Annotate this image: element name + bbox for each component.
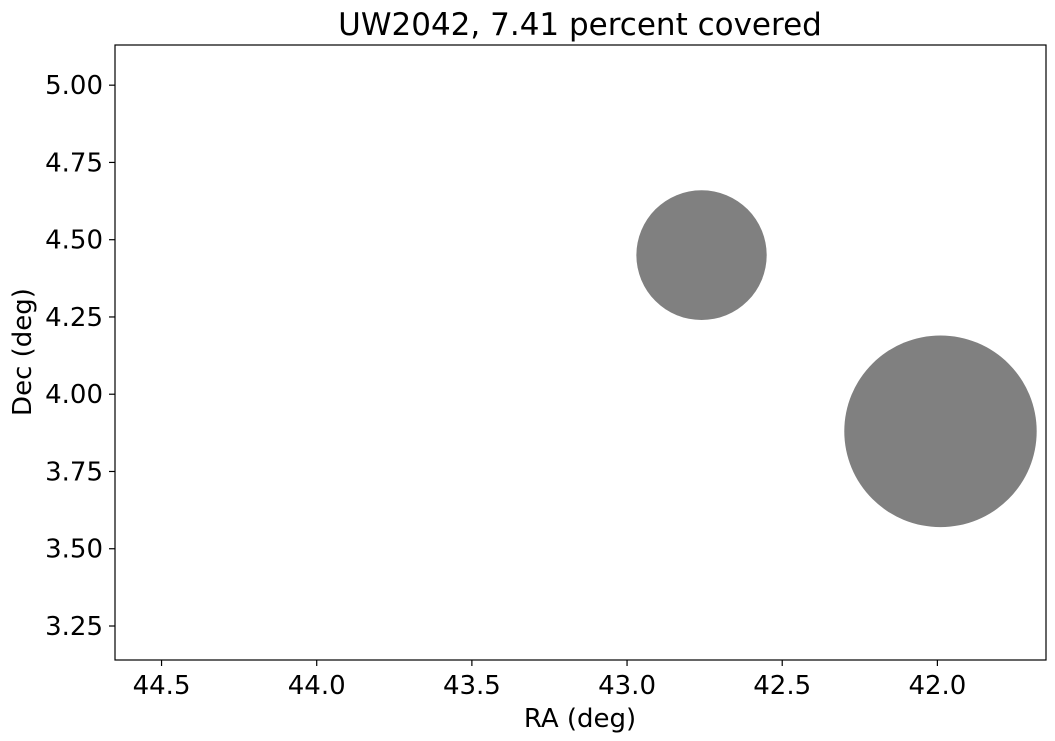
x-tick-label: 43.0 <box>598 671 656 701</box>
y-axis-label: Dec (deg) <box>8 288 38 416</box>
y-tick-label: 4.25 <box>45 303 103 333</box>
x-axis-ticks: 44.5 44.0 43.5 43.0 42.5 42.0 <box>133 660 966 701</box>
coverage-circle-2 <box>844 335 1037 528</box>
y-tick-label: 3.75 <box>45 457 103 487</box>
y-tick-label: 4.00 <box>45 380 103 410</box>
x-tick-label: 44.5 <box>133 671 191 701</box>
y-tick-label: 4.75 <box>45 148 103 178</box>
x-tick-label: 42.0 <box>908 671 966 701</box>
x-tick-label: 44.0 <box>288 671 346 701</box>
y-tick-label: 5.00 <box>45 71 103 101</box>
chart-title: UW2042, 7.41 percent covered <box>338 7 822 43</box>
y-tick-label: 3.50 <box>45 535 103 565</box>
y-tick-label: 3.25 <box>45 612 103 642</box>
plot-frame <box>114 44 1047 661</box>
x-axis-label: RA (deg) <box>524 704 636 734</box>
x-tick-label: 43.5 <box>443 671 501 701</box>
plot-circles <box>636 190 1037 528</box>
x-tick-label: 42.5 <box>753 671 811 701</box>
y-axis-ticks: 3.25 3.50 3.75 4.00 4.25 4.50 4.75 5.00 <box>45 71 115 642</box>
coverage-circle-1 <box>636 190 767 321</box>
y-tick-label: 4.50 <box>45 226 103 256</box>
